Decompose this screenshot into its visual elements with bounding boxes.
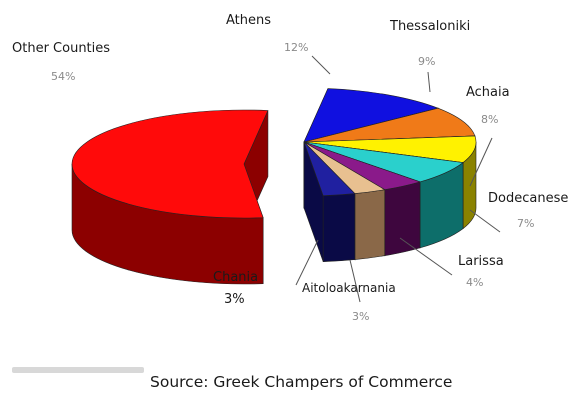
pct-dodecanese: 7% — [517, 217, 534, 230]
label-larissa: Larissa — [458, 254, 504, 269]
label-thessaloniki: Thessaloniki — [389, 19, 470, 34]
pct-athens: 12% — [284, 41, 308, 54]
pct-chania: 3% — [224, 292, 245, 307]
slice-other-counties — [71, 109, 269, 285]
leader-line — [427, 71, 431, 93]
pie-slices — [71, 88, 477, 285]
leader-line — [311, 55, 331, 75]
label-athens: Athens — [226, 13, 271, 28]
leader-lines — [295, 55, 501, 303]
pct-thessaloniki: 9% — [418, 55, 435, 68]
source-line — [12, 367, 144, 373]
leader-line — [349, 259, 361, 303]
pct-achaia: 8% — [481, 113, 498, 126]
pct-other-counties: 54% — [51, 70, 75, 83]
label-aitoloakarnania: Aitoloakarnania — [302, 281, 396, 295]
leader-line — [399, 237, 453, 276]
source-text: Source: Greek Champers of Commerce — [150, 373, 453, 391]
leader-line — [469, 209, 501, 233]
slice-chania — [303, 141, 356, 262]
label-dodecanese: Dodecanese — [488, 191, 568, 206]
pct-larissa: 4% — [466, 276, 483, 289]
pct-aitoloakarnania: 3% — [352, 310, 369, 323]
label-achaia: Achaia — [466, 85, 510, 100]
label-other-counties: Other Counties — [12, 41, 110, 56]
leader-line — [295, 239, 319, 286]
label-chania: Chania — [213, 270, 258, 285]
leader-line — [469, 137, 493, 187]
